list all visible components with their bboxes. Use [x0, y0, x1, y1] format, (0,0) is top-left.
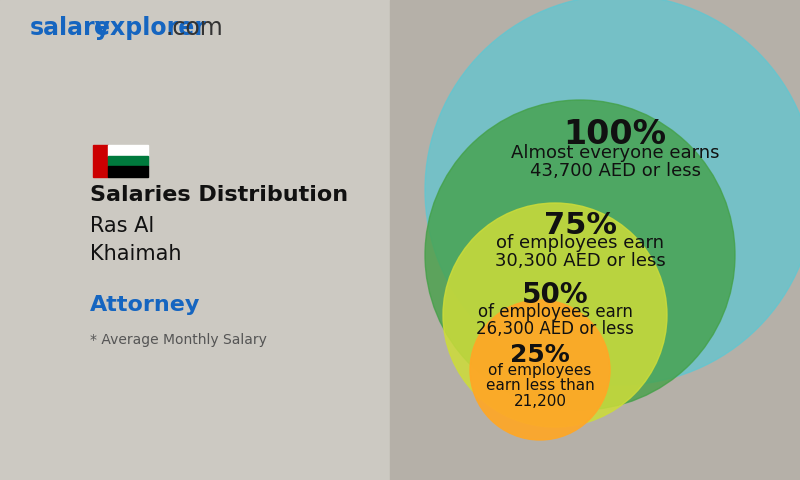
- Bar: [0, 0, 400, 480]
- Bar: [109, 145, 148, 156]
- Text: .com: .com: [166, 16, 224, 40]
- Text: of employees: of employees: [488, 363, 592, 378]
- Text: of employees earn: of employees earn: [478, 303, 633, 321]
- Text: 50%: 50%: [522, 281, 588, 309]
- Text: Attorney: Attorney: [90, 295, 200, 315]
- Text: 75%: 75%: [543, 211, 617, 240]
- Circle shape: [425, 100, 735, 410]
- Text: 43,700 AED or less: 43,700 AED or less: [530, 162, 701, 180]
- Bar: [109, 156, 148, 166]
- Text: Salaries Distribution: Salaries Distribution: [90, 185, 348, 205]
- Bar: [109, 166, 148, 177]
- Text: Ras Al
Khaimah: Ras Al Khaimah: [90, 216, 182, 264]
- Text: Almost everyone earns: Almost everyone earns: [510, 144, 719, 162]
- Circle shape: [443, 203, 667, 427]
- Text: of employees earn: of employees earn: [496, 234, 664, 252]
- Text: 25%: 25%: [510, 343, 570, 367]
- Circle shape: [425, 0, 800, 385]
- Text: 21,200: 21,200: [514, 394, 566, 408]
- Text: salary: salary: [30, 16, 111, 40]
- Text: earn less than: earn less than: [486, 378, 594, 393]
- Bar: [390, 0, 800, 480]
- Text: 26,300 AED or less: 26,300 AED or less: [476, 320, 634, 337]
- Text: * Average Monthly Salary: * Average Monthly Salary: [90, 333, 267, 347]
- Text: explorer: explorer: [94, 16, 206, 40]
- Bar: [93, 145, 109, 177]
- Circle shape: [470, 300, 610, 440]
- Text: 100%: 100%: [563, 119, 666, 152]
- Text: 30,300 AED or less: 30,300 AED or less: [494, 252, 666, 270]
